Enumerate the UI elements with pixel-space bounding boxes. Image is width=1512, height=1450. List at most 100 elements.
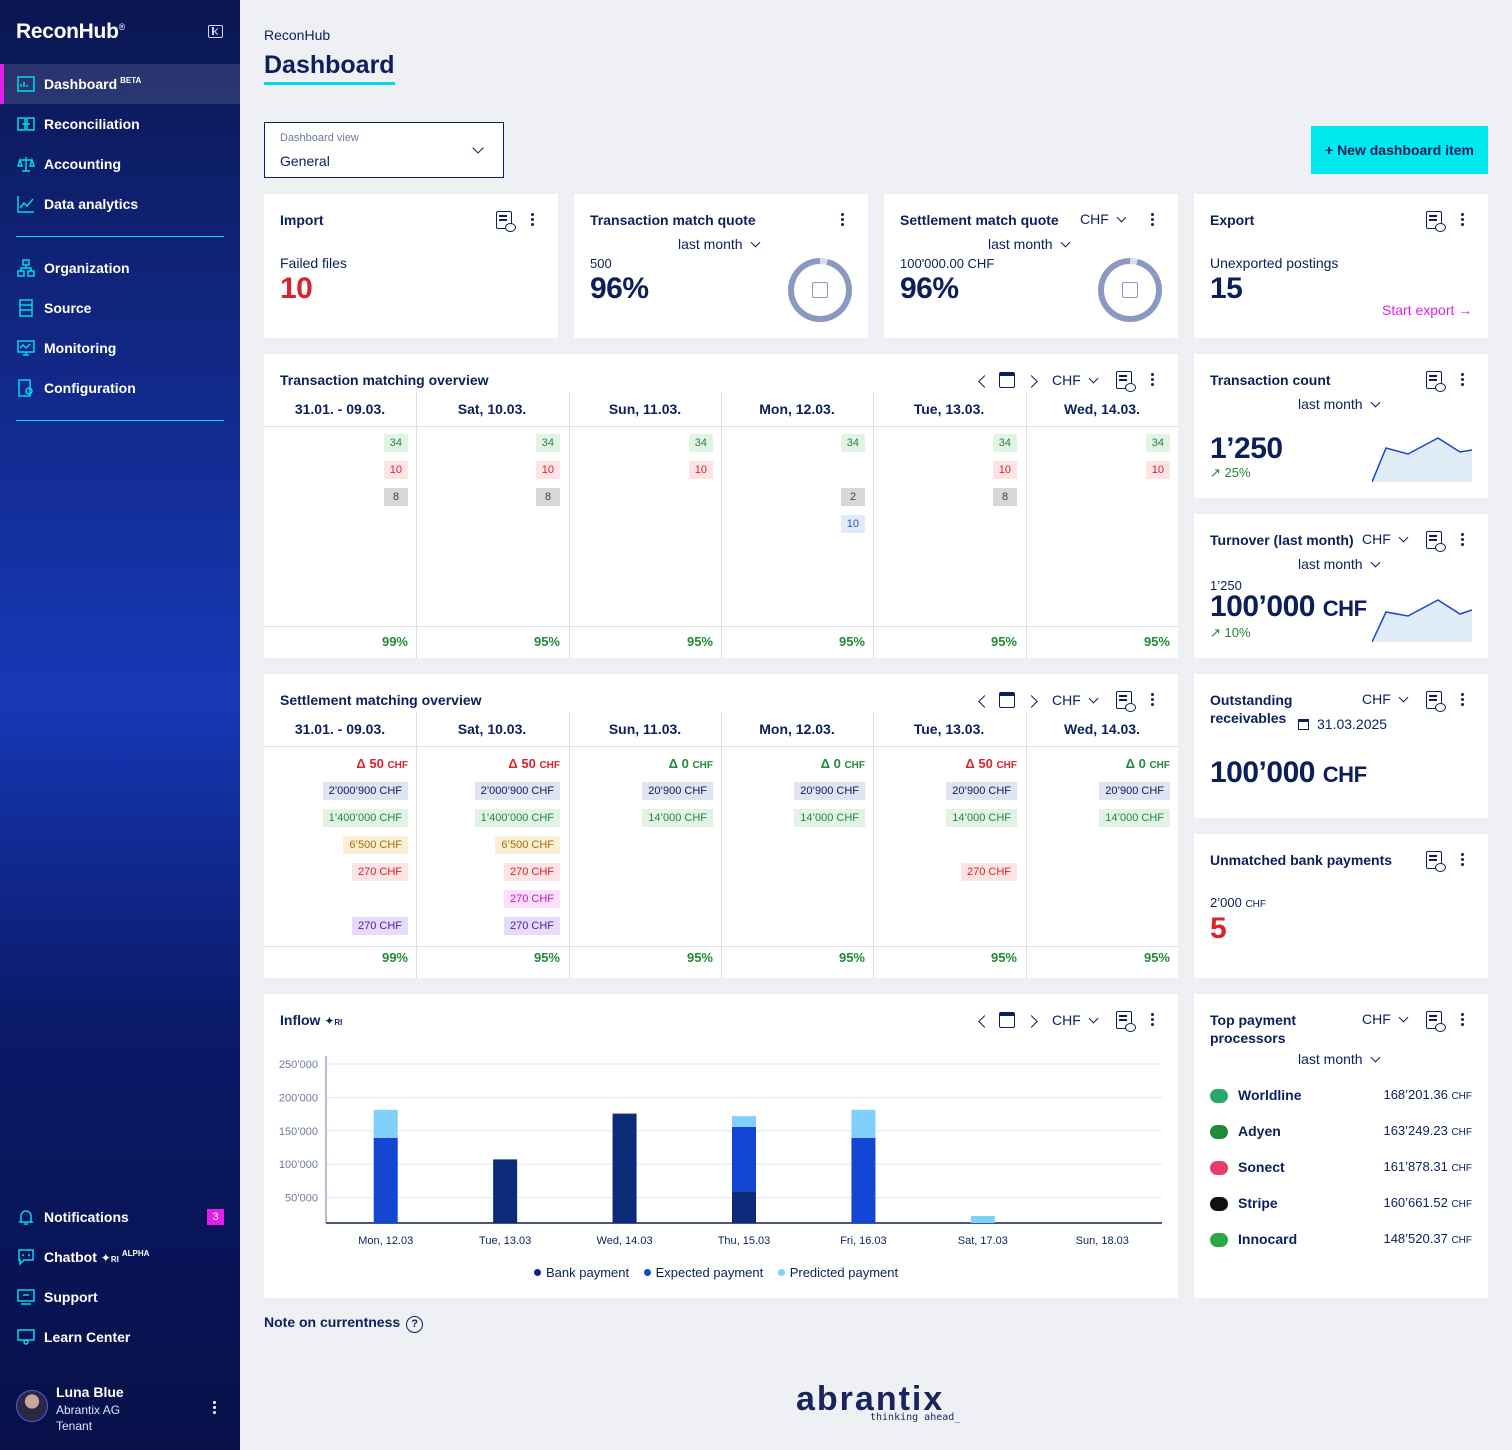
more-icon[interactable] — [1146, 693, 1158, 709]
count-chip[interactable]: 10 — [992, 461, 1017, 479]
amount-chip[interactable]: 6’500 CHF — [343, 836, 408, 854]
user-menu-icon[interactable] — [212, 1400, 216, 1416]
calendar-icon[interactable] — [999, 372, 1015, 388]
sidebar-item-notifications[interactable]: Notifications 3 — [0, 1197, 240, 1237]
currency-dropdown[interactable]: CHF — [1052, 692, 1099, 708]
amount-chip[interactable]: 14’000 CHF — [642, 809, 713, 827]
help-icon[interactable]: ? — [406, 1316, 424, 1333]
sidebar-item-dashboard[interactable]: Dashboard BETA — [0, 64, 240, 104]
amount-chip[interactable]: 2’000’900 CHF — [474, 782, 560, 800]
more-icon[interactable] — [1456, 373, 1468, 389]
report-view-icon[interactable] — [1116, 1011, 1136, 1032]
sidebar-item-learn-center[interactable]: Learn Center — [0, 1317, 240, 1357]
period-dropdown[interactable]: last month — [988, 236, 1071, 252]
sidebar-item-data-analytics[interactable]: Data analytics — [0, 184, 240, 224]
amount-chip[interactable]: 20’900 CHF — [946, 782, 1017, 800]
sidebar-item-accounting[interactable]: Accounting — [0, 144, 240, 184]
report-view-icon[interactable] — [1426, 211, 1446, 232]
report-view-icon[interactable] — [1426, 531, 1446, 552]
legend-expected-payment[interactable]: Expected payment — [643, 1265, 763, 1280]
amount-chip[interactable]: 14’000 CHF — [1099, 809, 1170, 827]
period-dropdown[interactable]: last month — [678, 236, 761, 252]
more-icon[interactable] — [1456, 1013, 1468, 1029]
legend-predicted-payment[interactable]: Predicted payment — [777, 1265, 898, 1280]
column-header[interactable]: Sun, 11.03. — [608, 401, 682, 417]
processor-row[interactable]: Adyen 163’249.23 CHF — [1210, 1123, 1472, 1143]
user-profile[interactable]: Luna Blue Abrantix AG Tenant — [16, 1380, 236, 1436]
date-navigator[interactable] — [978, 372, 1038, 392]
amount-chip[interactable]: 270 CHF — [351, 917, 408, 935]
column-header[interactable]: 31.01. - 09.03. — [294, 401, 386, 417]
period-dropdown[interactable]: last month — [1298, 396, 1381, 412]
column-header[interactable]: Sat, 10.03. — [457, 721, 527, 737]
new-dashboard-item-button[interactable]: + New dashboard item — [1311, 126, 1488, 174]
currency-dropdown[interactable]: CHF — [1052, 1012, 1099, 1028]
column-header[interactable]: Wed, 14.03. — [1063, 401, 1140, 417]
count-chip[interactable]: 34 — [535, 434, 560, 452]
column-header[interactable]: Tue, 13.03. — [913, 721, 985, 737]
amount-chip[interactable]: 2’000’900 CHF — [322, 782, 408, 800]
period-dropdown[interactable]: last month — [1298, 1051, 1381, 1067]
date-navigator[interactable] — [978, 692, 1038, 712]
start-export-link[interactable]: Start export → — [1382, 302, 1473, 318]
column-header[interactable]: 31.01. - 09.03. — [294, 721, 386, 737]
column-header[interactable]: Mon, 12.03. — [759, 401, 835, 417]
currency-dropdown[interactable]: CHF — [1362, 531, 1409, 547]
chevron-left-icon[interactable] — [978, 375, 991, 388]
sidebar-item-configuration[interactable]: Configuration — [0, 368, 240, 408]
column-header[interactable]: Tue, 13.03. — [913, 401, 985, 417]
count-chip[interactable]: 8 — [384, 488, 408, 506]
collapse-sidebar-icon[interactable] — [208, 25, 223, 38]
count-chip[interactable]: 34 — [1145, 434, 1170, 452]
period-dropdown[interactable]: last month — [1298, 556, 1381, 572]
amount-chip[interactable]: 1’400’000 CHF — [322, 809, 408, 827]
count-chip[interactable]: 34 — [383, 434, 408, 452]
chevron-left-icon[interactable] — [978, 695, 991, 708]
report-view-icon[interactable] — [1426, 1011, 1446, 1032]
currency-dropdown[interactable]: CHF — [1362, 1011, 1409, 1027]
amount-chip[interactable]: 20’900 CHF — [794, 782, 865, 800]
more-icon[interactable] — [1146, 373, 1158, 389]
count-chip[interactable]: 34 — [688, 434, 713, 452]
sidebar-item-reconciliation[interactable]: Reconciliation — [0, 104, 240, 144]
calendar-icon[interactable] — [999, 1012, 1015, 1028]
column-header[interactable]: Mon, 12.03. — [759, 721, 835, 737]
amount-chip[interactable]: 20’900 CHF — [1099, 782, 1170, 800]
amount-chip[interactable]: 14’000 CHF — [794, 809, 865, 827]
dashboard-view-select[interactable]: Dashboard view General — [264, 122, 504, 178]
count-chip[interactable]: 10 — [840, 515, 865, 533]
count-chip[interactable]: 34 — [992, 434, 1017, 452]
count-chip[interactable]: 10 — [1145, 461, 1170, 479]
amount-chip[interactable]: 6’500 CHF — [495, 836, 560, 854]
count-chip[interactable]: 34 — [840, 434, 865, 452]
calendar-icon[interactable] — [999, 692, 1015, 708]
report-view-icon[interactable] — [1426, 371, 1446, 392]
more-icon[interactable] — [1146, 213, 1158, 229]
note-on-currentness[interactable]: Note on currentness? — [264, 1314, 424, 1333]
more-icon[interactable] — [1456, 693, 1468, 709]
currency-dropdown[interactable]: CHF — [1362, 691, 1409, 707]
more-icon[interactable] — [836, 213, 848, 229]
breadcrumb[interactable]: ReconHub — [264, 27, 331, 43]
count-chip[interactable]: 8 — [536, 488, 560, 506]
sidebar-item-chatbot[interactable]: Chatbot ✦RIALPHA — [0, 1237, 240, 1277]
currency-dropdown[interactable]: CHF — [1052, 372, 1099, 388]
column-header[interactable]: Sat, 10.03. — [457, 401, 527, 417]
more-icon[interactable] — [1146, 1013, 1158, 1029]
amount-chip[interactable]: 270 CHF — [503, 917, 560, 935]
count-chip[interactable]: 10 — [688, 461, 713, 479]
processor-row[interactable]: Sonect 161’878.31 CHF — [1210, 1159, 1472, 1179]
sidebar-item-monitoring[interactable]: Monitoring — [0, 328, 240, 368]
amount-chip[interactable]: 14’000 CHF — [946, 809, 1017, 827]
report-view-icon[interactable] — [1116, 371, 1136, 392]
more-icon[interactable] — [526, 213, 538, 229]
chevron-right-icon[interactable] — [1025, 375, 1038, 388]
currency-dropdown[interactable]: CHF — [1080, 211, 1127, 227]
column-header[interactable]: Wed, 14.03. — [1063, 721, 1140, 737]
date-picker[interactable]: 31.03.2025 — [1298, 716, 1387, 732]
more-icon[interactable] — [1456, 853, 1468, 869]
sidebar-item-organization[interactable]: Organization — [0, 248, 240, 288]
amount-chip[interactable]: 270 CHF — [351, 863, 408, 881]
legend-bank-payment[interactable]: Bank payment — [534, 1265, 629, 1280]
processor-row[interactable]: Stripe 160’661.52 CHF — [1210, 1195, 1472, 1215]
